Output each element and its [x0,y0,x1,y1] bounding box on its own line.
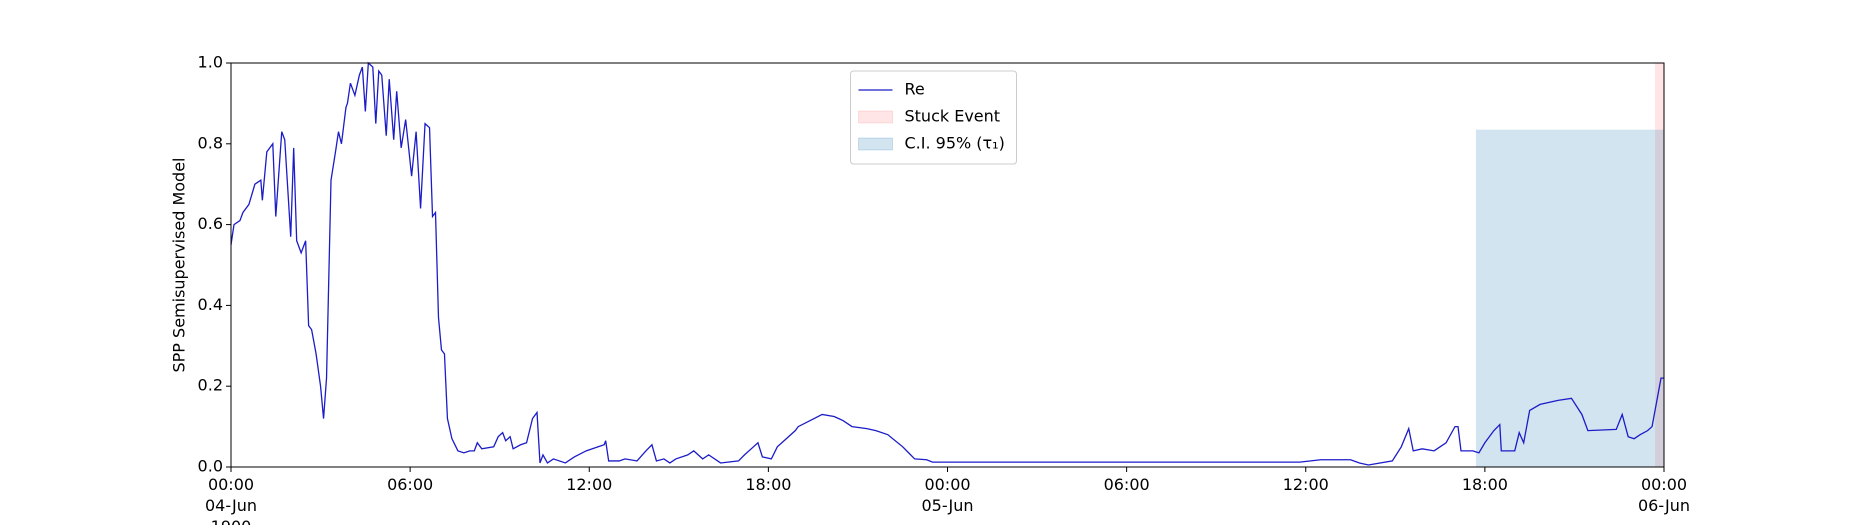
legend-label: Stuck Event [905,107,1001,126]
span [1475,129,1664,467]
y-tick-label: 0.2 [198,376,223,395]
legend-label: C.I. 95% (τ₁) [905,134,1005,153]
x-tick-label: 00:00 06-Jun [1638,475,1690,515]
x-tick-label: 12:00 [566,475,612,494]
x-tick-label: 12:00 [1283,475,1329,494]
legend-patch [858,137,893,151]
y-tick-label: 0.6 [198,214,223,233]
y-axis-label: SPP Semisupervised Model [170,158,189,373]
legend-box [850,70,1017,165]
legend-patch [858,110,893,124]
x-tick-label: 00:00 05-Jun [921,475,973,515]
x-tick-label: 18:00 [745,475,791,494]
y-tick-label: 0.8 [198,133,223,152]
span [1655,63,1664,467]
legend-label: Re [905,80,925,99]
y-tick-label: 0.0 [198,457,223,476]
x-tick-label: 06:00 [387,475,433,494]
y-tick-label: 1.0 [198,53,223,72]
x-tick-label: 06:00 [1104,475,1150,494]
y-tick-label: 0.4 [198,295,223,314]
line [230,61,1664,466]
x-tick-label: 18:00 [1462,475,1508,494]
